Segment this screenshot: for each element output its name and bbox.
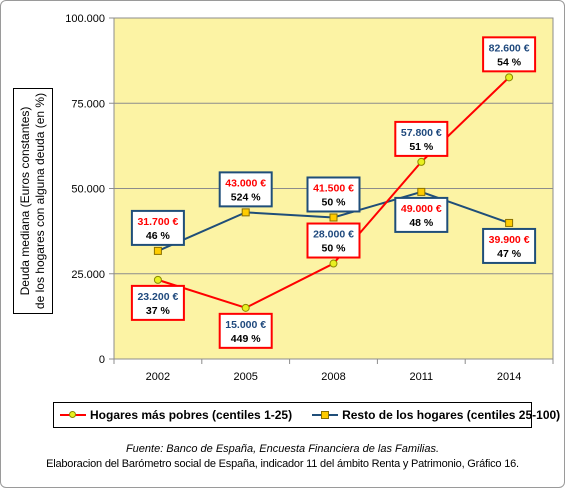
- data-label-value-rest: 41.500 €: [313, 182, 354, 194]
- data-label-value-poor: 23.200 €: [137, 291, 178, 303]
- data-label-pct-poor: 54 %: [497, 56, 522, 68]
- data-label-box-poor: [306, 222, 361, 259]
- data-label-value-rest: 31.700 €: [137, 216, 178, 228]
- line-chart: 0 25.000 50.000 75.000 100.000 2002 2005 2008 20…: [65, 13, 554, 383]
- rest-point: [417, 187, 426, 196]
- data-label-box-poor: [218, 312, 273, 349]
- data-label-box-poor: [394, 120, 449, 157]
- data-label-pct-rest: 48 %: [409, 217, 434, 229]
- y-tick-label: 0: [99, 354, 105, 366]
- x-tick-label: 2008: [321, 371, 345, 383]
- data-label-pct-rest: 46 %: [146, 230, 171, 242]
- source-line-2: Elaboracion del Barómetro social de Espa…: [46, 458, 519, 470]
- y-tick-label: 100.000: [65, 13, 105, 25]
- x-tick-label: 2014: [497, 371, 521, 383]
- data-label-box-rest: [306, 176, 361, 213]
- y-axis-title-line-2: de los hogares con alguna deuda (en %): [33, 92, 47, 310]
- data-label-box-poor: [482, 36, 537, 73]
- legend-item-rest: Resto de los hogares (centiles 25-100): [312, 408, 560, 422]
- data-label-box-rest: [130, 209, 185, 246]
- y-tick-label: 50.000: [71, 184, 105, 196]
- y-axis-title-line-1: Deuda mediana (Euros constantes): [18, 106, 32, 296]
- data-label-box-poor: [130, 284, 185, 321]
- y-tick-label: 75.000: [71, 98, 105, 110]
- rest-point: [153, 246, 162, 255]
- data-label-value-poor: 28.000 €: [313, 229, 354, 241]
- data-label-box-rest: [482, 227, 537, 264]
- poor-point: [153, 275, 162, 284]
- x-tick-label: 2005: [233, 371, 257, 383]
- poor-point: [241, 303, 250, 312]
- data-label-pct-rest: 524 %: [231, 191, 261, 203]
- y-axis-title: Deuda mediana (Euros constantes) de los …: [18, 93, 48, 309]
- data-label-value-poor: 15.000 €: [225, 319, 266, 331]
- y-tick-label: 25.000: [71, 269, 105, 281]
- legend-item-poor: Hogares más pobres (centiles 1-25): [60, 408, 292, 422]
- data-label-value-poor: 82.600 €: [489, 42, 530, 54]
- data-label-value-rest: 43.000 €: [225, 177, 266, 189]
- legend-label-poor: Hogares más pobres (centiles 1-25): [90, 408, 293, 422]
- data-label-box-rest: [218, 171, 273, 208]
- legend-marker-poor: [60, 409, 86, 421]
- data-label-value-rest: 39.900 €: [489, 234, 530, 246]
- rest-point: [329, 213, 338, 222]
- data-label-box-rest: [394, 196, 449, 233]
- data-label-pct-poor: 50 %: [322, 243, 347, 255]
- poor-point: [505, 73, 514, 82]
- data-label-value-poor: 57.800 €: [401, 127, 442, 139]
- data-label-value-rest: 49.000 €: [401, 203, 442, 215]
- data-label-pct-poor: 449 %: [231, 333, 261, 345]
- data-label-pct-rest: 47 %: [497, 248, 522, 260]
- legend-marker-rest: [312, 409, 339, 421]
- legend: Hogares más pobres (centiles 1-25) Resto…: [53, 402, 560, 428]
- data-label-pct-poor: 37 %: [146, 305, 171, 317]
- data-label-pct-rest: 50 %: [322, 196, 347, 208]
- poor-point: [417, 157, 426, 166]
- rest-point: [505, 218, 514, 227]
- x-tick-label: 2011: [409, 371, 433, 383]
- poor-point: [329, 259, 338, 268]
- data-label-pct-poor: 51 %: [409, 141, 434, 153]
- legend-label-rest: Resto de los hogares (centiles 25-100): [342, 408, 561, 422]
- y-axis-title-box: Deuda mediana (Euros constantes) de los …: [13, 88, 53, 314]
- source-line-1: Fuente: Banco de España, Encuesta Financ…: [125, 443, 440, 455]
- rest-point: [241, 208, 250, 217]
- x-tick-label: 2002: [146, 371, 170, 383]
